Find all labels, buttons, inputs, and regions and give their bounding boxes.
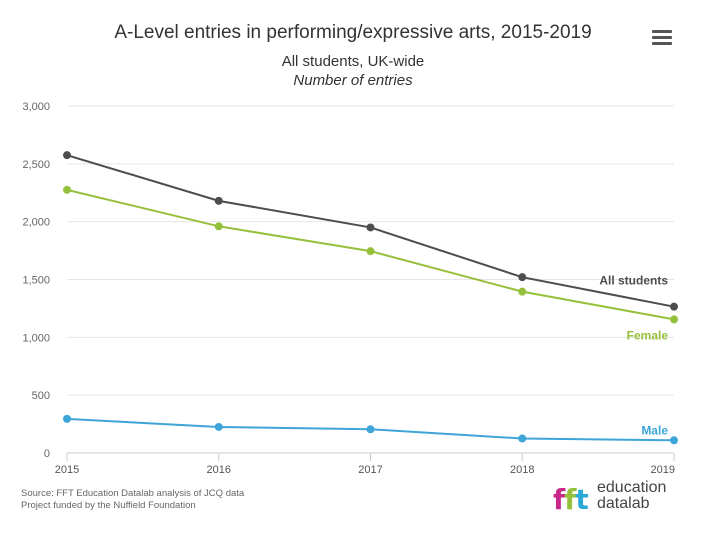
data-point — [63, 151, 71, 160]
source-line: Source: FFT Education Datalab analysis o… — [21, 488, 245, 499]
data-point — [518, 287, 527, 296]
data-point — [518, 434, 527, 443]
data-point — [366, 425, 375, 434]
data-point — [670, 315, 678, 324]
y-axis-ticks: 0 500 1,000 1,500 2,000 2,500 3,000 — [22, 101, 50, 460]
data-point — [518, 273, 527, 282]
series-labels: All students Female Male — [599, 274, 668, 438]
data-point — [214, 422, 223, 431]
grid-lines — [67, 105, 674, 454]
data-point — [63, 414, 71, 423]
x-axis-ticks: 2015 2016 2017 2018 2019 — [55, 453, 675, 476]
chart-units-subtitle: Number of entries — [293, 72, 413, 89]
x-tick-label: 2018 — [510, 464, 534, 476]
hamburger-menu-icon[interactable] — [650, 27, 674, 49]
x-tick-label: 2016 — [207, 464, 231, 476]
y-tick-label: 2,000 — [22, 217, 50, 229]
x-tick-label: 2017 — [358, 464, 382, 476]
x-tick-label: 2015 — [55, 464, 79, 476]
data-point — [670, 436, 678, 445]
datalab-logo: fft education datalab — [553, 479, 683, 517]
data-point — [214, 196, 223, 205]
y-tick-label: 3,000 — [22, 101, 50, 113]
chart-title: A-Level entries in performing/expressive… — [114, 22, 592, 43]
data-point — [366, 223, 375, 232]
series-label: All students — [599, 274, 668, 288]
y-tick-label: 0 — [44, 448, 50, 460]
series-label: Female — [627, 328, 669, 342]
logo-text-datalab: datalab — [597, 495, 650, 512]
x-tick-label: 2019 — [651, 464, 675, 476]
y-tick-label: 1,500 — [22, 275, 50, 287]
series-group — [63, 151, 678, 445]
y-tick-label: 2,500 — [22, 159, 50, 171]
funding-line: Project funded by the Nuffield Foundatio… — [21, 500, 196, 511]
data-point — [366, 247, 375, 256]
data-point — [214, 222, 223, 231]
fft-logo-icon: fft — [553, 483, 589, 516]
series-label: Male — [641, 423, 668, 437]
data-point — [63, 185, 71, 194]
y-tick-label: 1,000 — [22, 332, 50, 344]
source-note: Source: FFT Education Datalab analysis o… — [21, 488, 244, 512]
y-tick-label: 500 — [32, 390, 50, 402]
chart-subtitle: All students, UK-wide — [281, 53, 425, 70]
logo-text-education: education — [597, 479, 667, 496]
data-point — [670, 302, 678, 311]
